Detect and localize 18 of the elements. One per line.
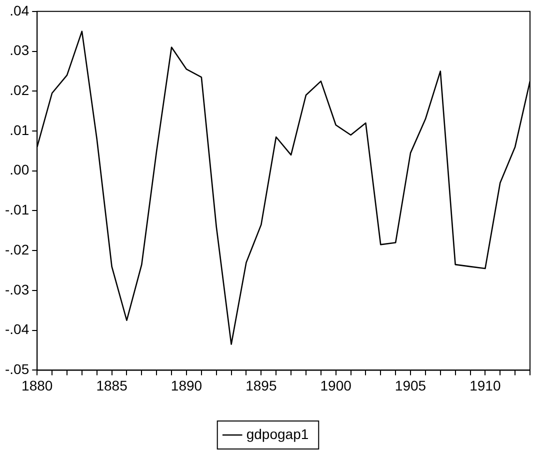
y-tick-label: .02: [10, 82, 30, 98]
x-tick-label: 1885: [96, 377, 128, 394]
y-tick-label: .04: [10, 2, 30, 18]
x-tick-label: 1910: [470, 377, 501, 394]
y-tick-label: -.02: [5, 241, 30, 258]
y-tick-label: -.03: [5, 281, 30, 298]
x-tick-label: 1895: [246, 377, 277, 394]
y-tick-label: .03: [10, 42, 30, 58]
y-tick-label: .01: [10, 122, 30, 138]
y-tick-label: -.04: [5, 321, 30, 338]
x-tick-label: 1905: [394, 377, 426, 394]
x-tick-label: 1880: [22, 377, 53, 394]
y-tick-label: -.05: [5, 361, 30, 378]
x-tick-label: 1900: [320, 377, 352, 394]
y-tick-label: -.01: [5, 202, 30, 218]
y-tick-label: .00: [10, 162, 30, 178]
x-tick-label: 1890: [170, 377, 202, 394]
legend-label: gdpogap1: [246, 426, 309, 442]
